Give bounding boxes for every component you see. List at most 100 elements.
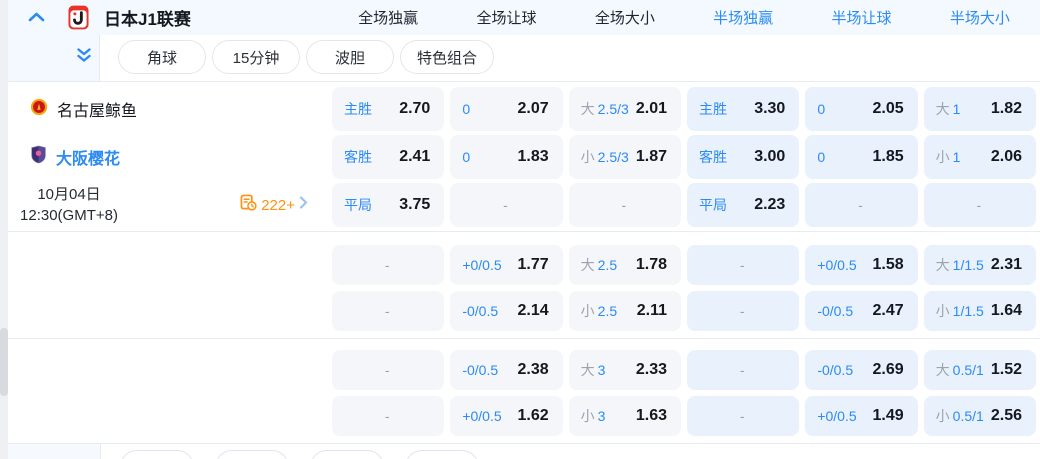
odds-cell[interactable]: -0/0.5 2.47 — [805, 291, 918, 331]
odds-value: 2.05 — [872, 100, 904, 117]
odds-label: +0/0.5 — [817, 408, 857, 424]
odds-cell[interactable]: 0 2.07 — [450, 87, 563, 131]
odds-cell[interactable]: 0 2.05 — [805, 87, 918, 131]
empty-odds-cell: - — [332, 291, 445, 331]
odds-label: -0/0.5 — [462, 362, 499, 378]
next-expand-cell[interactable] — [8, 444, 101, 459]
odds-cell[interactable]: 小2.560.5/12.56 — [923, 396, 1036, 436]
odds-value: 2.69 — [872, 361, 904, 378]
empty-odds-cell: - — [332, 350, 445, 390]
odds-label: +0/0.5 — [817, 257, 857, 273]
odds-value: 1.64 — [990, 302, 1022, 319]
away-team-logo-icon — [30, 145, 47, 169]
odds-row-alt: - +0/0.51.62 小31.63 - +0/0.51.49 小2.560.… — [8, 396, 1040, 436]
odds-cell[interactable]: 小 1/1.5 1.64 — [923, 291, 1036, 331]
odds-cell[interactable]: 大 1/1.5 2.31 — [923, 245, 1036, 285]
collapse-league-button[interactable] — [28, 9, 45, 27]
odds-value: 3.30 — [754, 100, 786, 117]
odds-value: 2.38 — [517, 361, 549, 378]
odds-row-alt: - -0/0.5 2.38 大 3 2.33 - -0/0.5 2.69 大 0.5/1 1… — [8, 350, 1040, 390]
odds-value: 1.62 — [517, 407, 549, 424]
odds-label: 1/1.5 — [952, 303, 984, 319]
odds-cell[interactable]: +0/0.5 1.62 — [450, 396, 563, 436]
odds-value: 2.23 — [754, 196, 786, 213]
odds-cell[interactable]: 大 2.5/3 2.01 — [568, 87, 681, 131]
left-spacer — [8, 245, 326, 285]
odds-cell[interactable]: +0/0.5 1.58 — [805, 245, 918, 285]
odds-label: 主胜 — [344, 101, 372, 117]
next-filter-pill[interactable] — [405, 450, 479, 459]
odds-cell[interactable]: 主胜 3.30 — [687, 87, 800, 131]
column-header-ft-handicap: 全场让球 — [476, 10, 537, 27]
odds-label: 3 — [597, 408, 606, 424]
j1-league-logo-icon — [68, 5, 89, 30]
next-filter-pill[interactable] — [120, 450, 194, 459]
filter-pill-corners[interactable]: 角球 — [118, 40, 206, 74]
odds-value: 1.82 — [990, 100, 1022, 117]
odds-value: 2.41 — [399, 148, 431, 165]
odds-value: 2.14 — [517, 302, 549, 319]
empty-odds-cell: - — [687, 350, 800, 390]
odds-cell[interactable]: +0/0.5 1.77 — [450, 245, 563, 285]
odds-cell[interactable]: 客胜 3.00 — [687, 135, 800, 179]
handicap-prefix: 小 — [935, 408, 950, 424]
odds-label: -0/0.5 — [462, 303, 499, 319]
column-header-ht-overunder: 半场大小 — [949, 10, 1010, 27]
chevron-up-icon — [28, 9, 45, 27]
odds-cell[interactable]: 客胜 2.41 — [332, 135, 445, 179]
odds-cell[interactable]: 小 1 2.06 — [923, 135, 1036, 179]
odds-cell[interactable]: +0/0.5 1.49 — [805, 396, 918, 436]
league-header: 日本J1联赛 全场独赢 全场让球 全场大小 半场独赢 半场让球 半场大小 — [8, 0, 1040, 35]
odds-cell[interactable]: 0 1.83 — [450, 135, 563, 179]
odds-label: 0 — [817, 101, 826, 117]
handicap-prefix: 大 — [580, 257, 595, 273]
empty-odds-cell: - — [568, 183, 681, 227]
odds-cell[interactable]: 大 1 1.82 — [923, 87, 1036, 131]
odds-cell[interactable]: 小 2.5 2.11 — [568, 291, 681, 331]
odds-cell[interactable]: 大 0.5/1 1.52 — [923, 350, 1036, 390]
scrollbar-thumb[interactable] — [0, 328, 8, 396]
expand-all-button[interactable] — [8, 35, 100, 81]
next-filter-pill[interactable] — [310, 450, 384, 459]
odds-row-home: 名古屋鲸鱼 主胜 2.70 0 2.07 大 2.5/3 2.01 主胜 3.30 0 2.… — [8, 87, 1040, 131]
left-scrollbar[interactable] — [0, 0, 8, 459]
odds-cell[interactable]: -0/0.5 2.38 — [450, 350, 563, 390]
more-markets-button[interactable]: 222+ — [240, 194, 308, 216]
match-datetime: 10月04日 12:30(GMT+8) — [10, 184, 128, 226]
odds-cell[interactable]: -0/0.5 2.14 — [450, 291, 563, 331]
handicap-prefix: 小 — [935, 149, 950, 165]
odds-cell[interactable]: 主胜 2.70 — [332, 87, 445, 131]
column-header-ht-handicap: 半场让球 — [831, 10, 892, 27]
next-filter-pill[interactable] — [215, 450, 289, 459]
section-divider — [8, 338, 1040, 339]
odds-label: -0/0.5 — [817, 362, 854, 378]
odds-value: 1.78 — [635, 256, 667, 273]
odds-value: 1.58 — [872, 256, 904, 273]
odds-row-draw: 10月04日 12:30(GMT+8) 222+ — [8, 183, 1040, 227]
odds-cell[interactable]: -0/0.5 2.69 — [805, 350, 918, 390]
odds-label: 1/1.5 — [952, 257, 984, 273]
away-team-row[interactable]: 大阪樱花 — [8, 135, 326, 179]
odds-label: 平局 — [344, 197, 372, 213]
odds-cell[interactable]: 小 3 1.63 — [568, 396, 681, 436]
odds-cell[interactable]: 平局 3.75 — [332, 183, 445, 227]
odds-row-alt: - +0/0.5 1.77 大 2.5 1.78 - +0/0.5 1.58 大 1/1.… — [8, 245, 1040, 285]
odds-label: 0 — [462, 149, 471, 165]
odds-cell[interactable]: 小 2.5/3 1.87 — [568, 135, 681, 179]
left-spacer — [8, 291, 326, 331]
handicap-prefix: 大 — [935, 257, 950, 273]
odds-cell[interactable]: 0 1.85 — [805, 135, 918, 179]
home-team-row[interactable]: 名古屋鲸鱼 — [8, 87, 326, 131]
home-team-name: 名古屋鲸鱼 — [57, 103, 138, 120]
filter-pill-15min[interactable]: 15分钟 — [212, 40, 300, 74]
odds-cell[interactable]: 平局 2.23 — [687, 183, 800, 227]
handicap-prefix: 小 — [580, 408, 595, 424]
filter-pill-correct-score[interactable]: 波胆 — [306, 40, 394, 74]
handicap-prefix: 小 — [580, 149, 595, 165]
odds-label: 2.5/3 — [597, 101, 629, 117]
filter-pill-specials[interactable]: 特色组合 — [400, 40, 495, 74]
odds-cell[interactable]: 大 2.5 1.78 — [568, 245, 681, 285]
odds-value: 2.06 — [990, 148, 1022, 165]
odds-cell[interactable]: 大 3 2.33 — [568, 350, 681, 390]
